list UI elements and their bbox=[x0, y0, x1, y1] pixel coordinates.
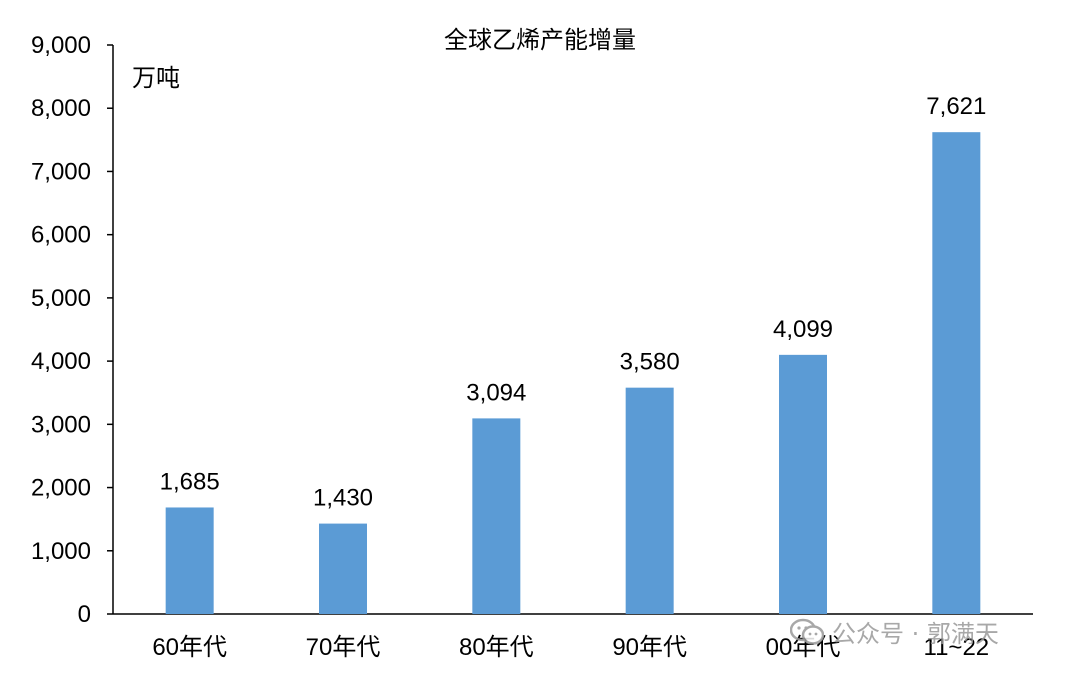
x-tick-label: 11~22 bbox=[924, 634, 990, 661]
bar-value-label: 1,430 bbox=[313, 485, 373, 512]
bar bbox=[779, 354, 827, 614]
watermark-text: 公众号 · 郭满天 bbox=[832, 620, 999, 648]
bar bbox=[625, 387, 674, 614]
y-tick-label: 2,000 bbox=[31, 475, 91, 502]
bar bbox=[319, 523, 367, 614]
y-tick-label: 7,000 bbox=[31, 158, 91, 185]
y-tick-label: 3,000 bbox=[31, 411, 91, 438]
x-tick-label: 90年代 bbox=[612, 634, 687, 661]
bar-value-label: 1,685 bbox=[160, 468, 220, 495]
y-tick-label: 9,000 bbox=[31, 32, 91, 59]
x-tick-label: 70年代 bbox=[306, 634, 381, 661]
bar-value-label: 3,094 bbox=[466, 379, 526, 406]
wechat-icon bbox=[789, 618, 825, 646]
bar-value-label: 4,099 bbox=[773, 316, 833, 343]
y-tick-label: 1,000 bbox=[31, 538, 91, 565]
y-axis-ticks: 0 1,000 2,000 3,000 4,000 5,000 6,000 7,000 8,00… bbox=[31, 32, 113, 628]
bar bbox=[932, 132, 981, 614]
y-unit-label: 万吨 bbox=[132, 65, 180, 92]
bar-value-label: 3,580 bbox=[620, 349, 680, 376]
value-labels: 1,685 1,430 3,094 3,580 4,099 7,621 bbox=[160, 93, 987, 511]
bars bbox=[165, 132, 981, 614]
watermark: 公众号 · 郭满天 bbox=[789, 614, 999, 649]
bar-value-label: 7,621 bbox=[926, 93, 986, 120]
x-tick-label: 80年代 bbox=[459, 634, 534, 661]
axes bbox=[112, 45, 1033, 615]
x-axis-labels: 60年代 70年代 80年代 90年代 00年代 11~22 bbox=[152, 634, 989, 661]
x-tick-label: 60年代 bbox=[152, 634, 227, 661]
bar bbox=[472, 418, 521, 614]
bar bbox=[165, 507, 214, 614]
y-tick-label: 6,000 bbox=[31, 222, 91, 249]
y-tick-label: 0 bbox=[78, 601, 91, 628]
y-tick-label: 8,000 bbox=[31, 95, 91, 122]
chart-title: 全球乙烯产能增量 bbox=[444, 27, 636, 54]
y-tick-label: 4,000 bbox=[31, 348, 91, 375]
y-tick-label: 5,000 bbox=[31, 285, 91, 312]
